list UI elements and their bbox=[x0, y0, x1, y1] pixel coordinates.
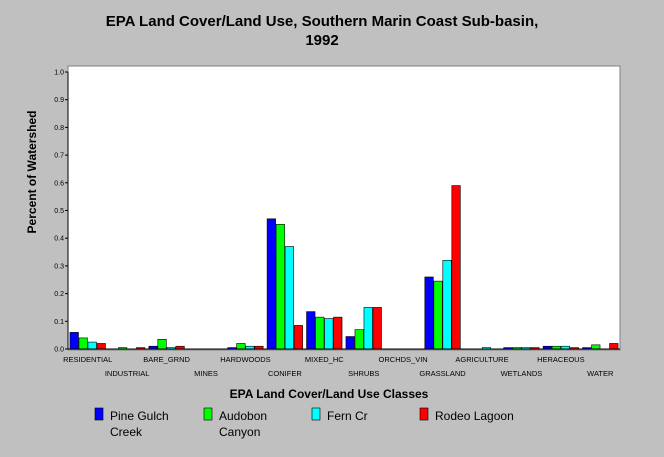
bar bbox=[236, 343, 246, 350]
bar bbox=[306, 311, 316, 350]
bar bbox=[87, 341, 97, 350]
bar bbox=[591, 344, 601, 350]
y-tick-label: 0.7 bbox=[54, 153, 64, 160]
y-tick-label: 0.9 bbox=[54, 97, 64, 104]
x-tick-label: WETLANDS bbox=[501, 369, 543, 378]
legend-swatch bbox=[311, 407, 321, 421]
bar bbox=[157, 339, 167, 350]
legend-label: Fern Cr bbox=[327, 409, 368, 423]
x-tick-label: CONIFER bbox=[268, 369, 302, 378]
plot-area bbox=[67, 65, 621, 351]
x-tick-label: ORCHDS_VIN bbox=[379, 355, 428, 364]
bar bbox=[69, 332, 79, 350]
y-tick-label: 0.6 bbox=[54, 180, 64, 187]
bar bbox=[293, 325, 303, 350]
x-tick-label: SHRUBS bbox=[348, 369, 379, 378]
chart-title-line-2: 1992 bbox=[305, 32, 338, 49]
y-tick-label: 1.0 bbox=[54, 70, 64, 77]
bar bbox=[275, 224, 285, 350]
x-tick-label: WATER bbox=[587, 369, 614, 378]
x-tick-label: GRASSLAND bbox=[419, 369, 466, 378]
bar bbox=[609, 343, 619, 350]
bar bbox=[345, 336, 355, 350]
bar bbox=[372, 307, 382, 350]
bar bbox=[363, 307, 373, 350]
x-tick-label: RESIDENTIAL bbox=[63, 355, 112, 364]
bar bbox=[451, 185, 461, 350]
bar bbox=[96, 343, 106, 350]
y-axis-title: Percent of Watershed bbox=[25, 111, 39, 234]
x-tick-label: MINES bbox=[194, 369, 218, 378]
bar bbox=[78, 337, 88, 350]
legend-label: Audobon bbox=[219, 409, 267, 423]
legend-label: Canyon bbox=[219, 425, 260, 439]
x-axis: RESIDENTIAL INDUSTRIAL BARE_GRND MINESHARDW… bbox=[63, 348, 620, 378]
x-tick-label: INDUSTRIAL bbox=[105, 369, 150, 378]
x-tick-label: HERACEOUS bbox=[537, 355, 585, 364]
legend-label: Pine Gulch bbox=[110, 409, 169, 423]
chart-title-line-1: EPA Land Cover/Land Use, Southern Marin … bbox=[106, 13, 539, 30]
y-tick-label: 0.2 bbox=[54, 291, 64, 298]
legend: Pine Gulch Creek Audobon Canyon Fern Cr Rodeo… bbox=[94, 407, 514, 439]
legend-label: Creek bbox=[110, 425, 143, 439]
bar bbox=[354, 329, 364, 350]
bar bbox=[433, 280, 443, 350]
bar bbox=[333, 316, 343, 350]
bar bbox=[324, 318, 334, 350]
bar bbox=[284, 246, 294, 350]
bar bbox=[266, 218, 276, 350]
bar bbox=[315, 316, 325, 350]
x-tick-label: AGRICULTURE bbox=[455, 355, 508, 364]
y-tick-label: 0.4 bbox=[54, 236, 64, 243]
y-tick-label: 0.5 bbox=[54, 208, 64, 215]
x-tick-label: MIXED_HC bbox=[305, 355, 344, 364]
y-tick-label: 0.8 bbox=[54, 125, 64, 132]
y-tick-label: 0.1 bbox=[54, 319, 64, 326]
legend-swatch bbox=[203, 407, 213, 421]
x-axis-title: EPA Land Cover/Land Use Classes bbox=[230, 387, 429, 401]
x-tick-label: BARE_GRND bbox=[143, 355, 190, 364]
x-tick-label: HARDWOODS bbox=[220, 355, 270, 364]
y-tick-label: 0.3 bbox=[54, 263, 64, 270]
bar bbox=[442, 260, 452, 350]
legend-swatch bbox=[419, 407, 429, 421]
bar bbox=[424, 276, 434, 350]
bars-group bbox=[69, 185, 619, 350]
y-axis: 0.0 0.1 0.2 0.3 0.4 0.5 0.6 0.7 0.8 0.9 1.0 bbox=[54, 70, 69, 354]
legend-label: Rodeo Lagoon bbox=[435, 409, 514, 423]
y-tick-label: 0.0 bbox=[54, 347, 64, 354]
legend-swatch bbox=[94, 407, 104, 421]
